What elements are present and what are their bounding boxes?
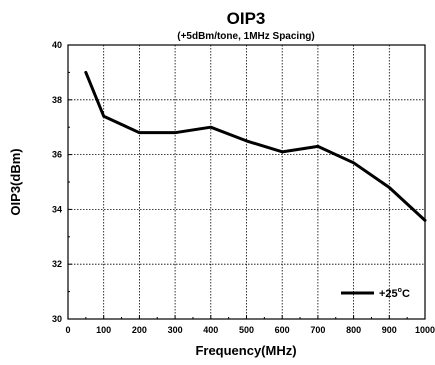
x-tick-label: 600 — [275, 325, 290, 335]
x-tick-label: 500 — [239, 325, 254, 335]
tick-labels: 0 100 200 300 400 500 600 700 800 900 1000 30 32 34 36… — [52, 40, 435, 335]
legend-label-degree: o — [398, 287, 402, 294]
x-tick-label: 900 — [382, 325, 397, 335]
y-tick-label: 32 — [52, 259, 62, 269]
x-axis-label: Frequency(MHz) — [195, 343, 296, 358]
axis-ticks — [67, 44, 426, 320]
chart-subtitle: (+5dBm/tone, 1MHz Spacing) — [177, 31, 315, 42]
y-tick-label: 36 — [52, 150, 62, 160]
legend-label-main: +25 — [379, 288, 398, 300]
legend-label-unit: C — [402, 288, 410, 300]
data-point — [84, 71, 88, 74]
series-layer — [84, 70, 427, 222]
data-point — [388, 186, 391, 189]
x-tick-label: 800 — [346, 325, 361, 335]
data-point — [173, 131, 177, 134]
y-tick-label: 38 — [52, 95, 62, 105]
x-tick-label: 0 — [65, 325, 70, 335]
x-tick-label: 400 — [203, 325, 218, 335]
x-tick-label: 300 — [168, 325, 183, 335]
x-tick-label: 100 — [96, 325, 111, 335]
x-tick-label: 700 — [310, 325, 325, 335]
data-point — [245, 139, 248, 143]
y-tick-label: 34 — [52, 204, 62, 214]
data-point — [209, 126, 212, 129]
data-point — [281, 150, 284, 154]
y-axis-label: OIP3(dBm) — [8, 148, 23, 215]
x-tick-label: 200 — [132, 325, 147, 335]
data-point — [138, 131, 141, 134]
data-point — [423, 219, 427, 222]
data-point — [102, 115, 105, 118]
legend-label: +25oC — [379, 287, 410, 300]
chart-title: OIP3 — [227, 9, 266, 28]
plot-area-border — [67, 44, 426, 320]
y-tick-label: 40 — [52, 40, 62, 50]
legend: +25oC — [341, 287, 410, 300]
data-point — [352, 161, 355, 165]
data-point — [316, 145, 320, 148]
x-tick-label: 1000 — [415, 325, 435, 335]
grid-lines — [68, 45, 425, 319]
series-line-25c — [84, 70, 427, 222]
y-tick-label: 30 — [52, 314, 62, 324]
